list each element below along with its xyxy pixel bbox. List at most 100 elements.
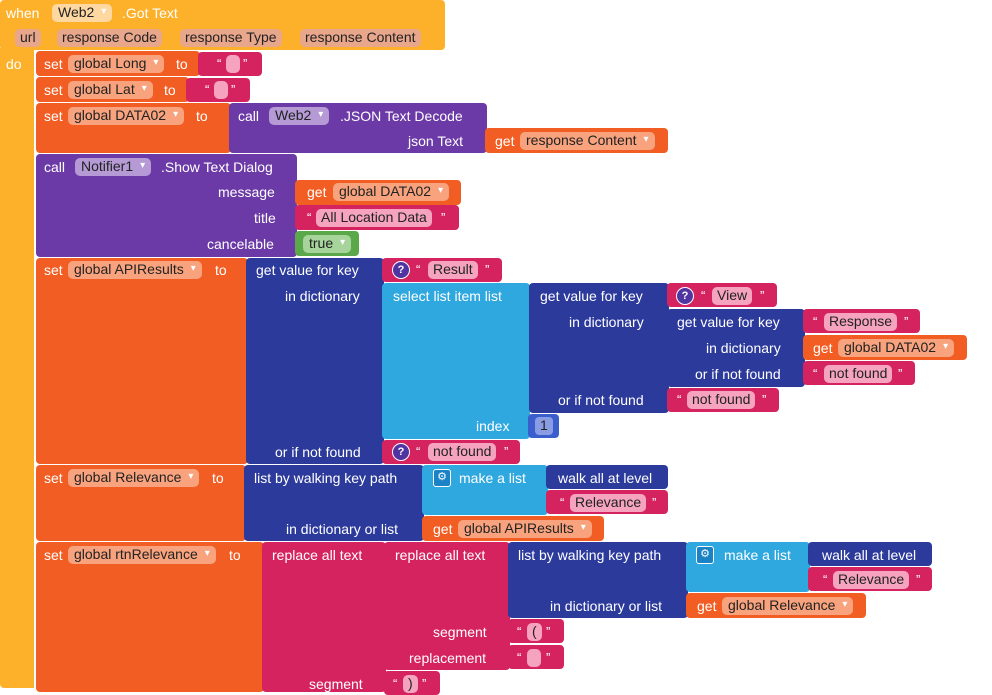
get-dropdown-global-data02-inner[interactable]: global DATA02: [838, 339, 955, 357]
get-keyword: get: [813, 340, 833, 356]
list-by-walking-key-path-block-1[interactable]: [244, 465, 424, 541]
close-quote: ”: [485, 262, 490, 277]
get-value-for-key-block-view[interactable]: [529, 283, 669, 413]
open-quote: “: [393, 676, 398, 691]
cancelable-label: cancelable: [207, 236, 274, 252]
make-a-list-label: make a list: [724, 547, 791, 563]
walk-all-label: walk all at level: [822, 547, 917, 563]
gear-icon[interactable]: ⚙: [433, 469, 451, 487]
not-found-text-field-1[interactable]: not found: [824, 365, 893, 383]
segment-text-field-close-paren[interactable]: ): [403, 675, 418, 693]
var-dropdown-relevance[interactable]: global Relevance: [68, 469, 200, 487]
get-dropdown-global-relevance[interactable]: global Relevance: [722, 597, 854, 615]
walk-all-at-level-block-2[interactable]: [808, 542, 932, 566]
help-icon[interactable]: ?: [392, 443, 410, 461]
param-response-content[interactable]: response Content: [300, 29, 421, 47]
in-dictionary-label: in dictionary: [569, 314, 644, 330]
event-component-dropdown[interactable]: Web2: [52, 4, 113, 22]
component-dropdown-notifier1[interactable]: Notifier1: [75, 158, 152, 176]
segment-label: segment: [433, 624, 487, 640]
walk-all-at-level-block-1[interactable]: [546, 465, 668, 489]
segment-label: segment: [309, 676, 363, 692]
or-if-not-found-label: or if not found: [695, 366, 781, 382]
component-dropdown-web2[interactable]: Web2: [269, 107, 330, 125]
or-if-not-found-label: or if not found: [275, 444, 361, 460]
relevance-text-field-1[interactable]: Relevance: [570, 494, 647, 512]
get-dropdown-global-data02[interactable]: global DATA02: [333, 183, 450, 201]
open-quote: “: [813, 314, 818, 329]
replace-all-text-block-outer[interactable]: [262, 542, 386, 692]
var-dropdown-long[interactable]: global Long: [68, 55, 165, 73]
get-value-for-key-block-result[interactable]: [246, 258, 384, 464]
to-keyword: to: [164, 82, 176, 98]
close-quote: ”: [546, 624, 551, 639]
help-icon[interactable]: ?: [392, 261, 410, 279]
get-value-for-key-label: get value for key: [256, 262, 359, 278]
get-value-for-key-label: get value for key: [540, 288, 643, 304]
open-quote: “: [517, 650, 522, 665]
open-quote: “: [813, 366, 818, 381]
boolean-dropdown-true[interactable]: true: [303, 235, 352, 253]
open-quote: “: [307, 210, 312, 225]
replacement-text-field-empty[interactable]: [527, 649, 541, 667]
walk-all-label: walk all at level: [558, 470, 653, 486]
set-keyword: set: [44, 82, 63, 98]
set-global-apiresults-block[interactable]: [36, 258, 248, 464]
param-url[interactable]: url: [15, 29, 41, 47]
list-by-walking-label: list by walking key path: [518, 547, 662, 563]
get-keyword: get: [433, 521, 453, 537]
key-text-field-result[interactable]: Result: [428, 261, 478, 279]
close-quote: ”: [652, 495, 657, 510]
get-keyword: get: [307, 184, 327, 200]
help-icon[interactable]: ?: [676, 287, 694, 305]
var-dropdown-data02[interactable]: global DATA02: [68, 107, 185, 125]
call-keyword: call: [238, 108, 260, 124]
relevance-text-field-2[interactable]: Relevance: [833, 571, 910, 589]
set-keyword: set: [44, 56, 63, 72]
index-number-field[interactable]: 1: [535, 417, 553, 435]
do-keyword: do: [6, 56, 22, 72]
show-text-dialog-method: .Show Text Dialog: [161, 159, 273, 175]
param-response-type[interactable]: response Type: [180, 29, 282, 47]
list-by-walking-label: list by walking key path: [254, 470, 398, 486]
select-list-item-block[interactable]: [382, 283, 530, 439]
close-quote: ”: [760, 288, 765, 303]
segment-text-field-open-paren[interactable]: (: [527, 623, 542, 641]
make-a-list-label: make a list: [459, 470, 526, 486]
var-dropdown-lat[interactable]: global Lat: [68, 81, 153, 99]
not-found-text-field-3[interactable]: not found: [428, 443, 497, 461]
in-dictionary-label: in dictionary: [706, 340, 781, 356]
or-if-not-found-label: or if not found: [558, 392, 644, 408]
close-quote: ”: [441, 210, 446, 225]
open-quote: “: [677, 392, 682, 407]
close-quote: ”: [762, 392, 767, 407]
replace-all-text-block-inner[interactable]: [384, 542, 510, 670]
var-dropdown-rtnrelevance[interactable]: global rtnRelevance: [68, 546, 216, 564]
not-found-text-field-2[interactable]: not found: [687, 391, 756, 409]
in-dict-or-list-label: in dictionary or list: [286, 521, 399, 537]
open-quote: “: [560, 495, 565, 510]
text-field-lat[interactable]: [214, 81, 228, 99]
when-keyword: when: [6, 5, 40, 21]
get-value-for-key-block-response[interactable]: [667, 309, 805, 387]
close-quote: ”: [504, 444, 509, 459]
key-text-field-response[interactable]: Response: [824, 313, 898, 331]
event-name: .Got Text: [122, 5, 178, 21]
param-response-code[interactable]: response Code: [57, 29, 162, 47]
key-text-field-view[interactable]: View: [712, 287, 753, 305]
open-quote: “: [823, 572, 828, 587]
in-dict-or-list-label: in dictionary or list: [550, 598, 663, 614]
set-global-rtnrelevance-block[interactable]: [36, 542, 264, 692]
text-field-long[interactable]: [226, 55, 240, 73]
get-dropdown-response-content[interactable]: response Content: [520, 132, 655, 150]
select-list-item-label: select list item list: [393, 288, 502, 304]
title-text-field[interactable]: All Location Data: [316, 209, 432, 227]
event-block-do-spine: [0, 48, 34, 688]
list-by-walking-key-path-block-2[interactable]: [508, 542, 688, 618]
get-value-for-key-label: get value for key: [677, 314, 780, 330]
message-label: message: [218, 184, 275, 200]
get-dropdown-global-apiresults[interactable]: global APIResults: [458, 520, 592, 538]
gear-icon[interactable]: ⚙: [696, 546, 714, 564]
open-quote: “: [217, 56, 222, 71]
var-dropdown-apiresults[interactable]: global APIResults: [68, 261, 202, 279]
